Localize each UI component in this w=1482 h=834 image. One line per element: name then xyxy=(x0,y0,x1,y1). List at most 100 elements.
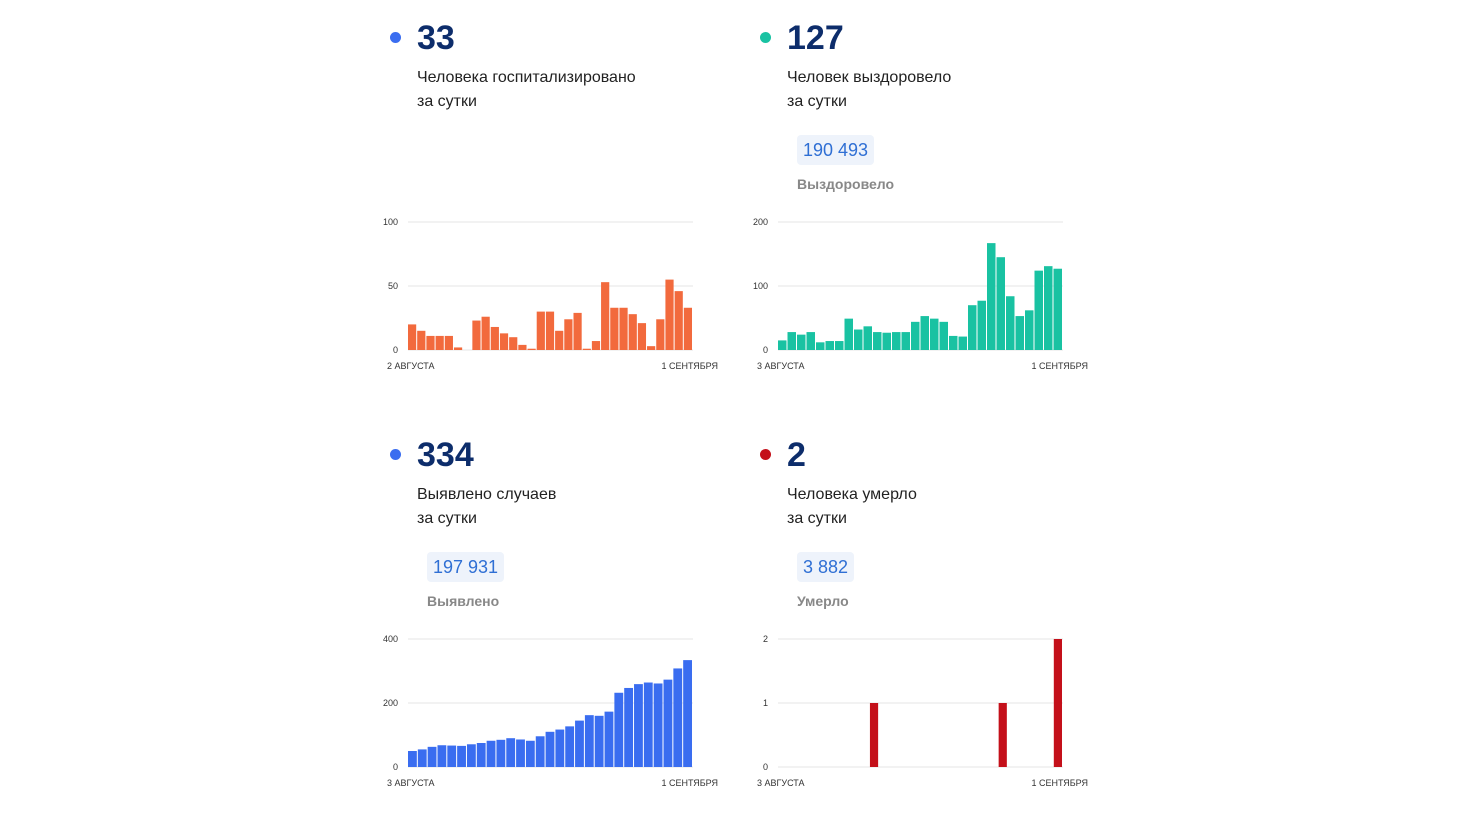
hospitalized-value: 33 xyxy=(417,19,455,57)
recovered-bar xyxy=(854,329,863,350)
deaths-bar xyxy=(1053,639,1062,767)
recovered-description: Человек выздоровело за сутки xyxy=(787,66,951,114)
hospitalized-bar xyxy=(601,282,610,350)
cases-bar xyxy=(486,740,496,767)
recovered-dot xyxy=(760,32,771,43)
cases-total-badge: 197 931 xyxy=(427,552,505,582)
hospitalized-bar xyxy=(518,344,527,350)
hospitalized-panel: 33 Человека госпитализировано за сутки 0… xyxy=(383,16,750,416)
hospitalized-desc-line2: за сутки xyxy=(417,93,477,110)
cases-bar xyxy=(604,711,614,767)
deaths-description: Человека умерло за сутки xyxy=(787,483,917,531)
cases-bar xyxy=(545,731,555,767)
cases-bar xyxy=(516,739,525,767)
hospitalized-bar xyxy=(426,335,435,350)
hospitalized-bar xyxy=(472,320,481,350)
hospitalized-bar xyxy=(665,279,674,350)
recovered-xlabel-end: 1 СЕНТЯБРЯ xyxy=(1031,361,1088,371)
hospitalized-bar xyxy=(481,316,490,350)
cases-panel: 334 Выявлено случаев за сутки 197 931 Вы… xyxy=(383,433,750,833)
recovered-ytick-label: 100 xyxy=(753,281,768,291)
cases-ytick-label: 200 xyxy=(383,698,398,708)
hospitalized-bar xyxy=(417,330,426,350)
recovered-bar xyxy=(1044,266,1053,350)
recovered-bar xyxy=(987,243,996,350)
hospitalized-bar xyxy=(453,347,463,350)
hospitalized-bar xyxy=(591,341,601,350)
cases-ytick-label: 0 xyxy=(393,762,398,772)
deaths-bar xyxy=(998,703,1007,767)
hospitalized-bar xyxy=(683,307,692,350)
cases-bar xyxy=(555,729,565,767)
hospitalized-bar xyxy=(647,346,656,350)
recovered-bar xyxy=(1053,268,1062,350)
hospitalized-xlabel-start: 2 АВГУСТА xyxy=(387,361,435,371)
cases-bar xyxy=(683,660,692,767)
hospitalized-bar xyxy=(536,311,545,350)
hospitalized-bar xyxy=(435,335,444,350)
hospitalized-bar xyxy=(610,307,619,350)
cases-bar xyxy=(673,668,683,767)
hospitalized-bar xyxy=(573,312,582,350)
recovered-bar xyxy=(968,305,977,350)
cases-bar xyxy=(506,738,516,767)
cases-bar xyxy=(525,740,535,767)
hospitalized-bar xyxy=(444,335,453,350)
hospitalized-ytick-label: 50 xyxy=(388,281,398,291)
cases-bar xyxy=(427,746,437,767)
recovered-bar xyxy=(806,332,815,350)
cases-bar xyxy=(466,744,476,767)
recovered-bar xyxy=(816,342,825,350)
hospitalized-bar xyxy=(656,319,665,350)
hospitalized-description: Человека госпитализировано за сутки xyxy=(417,66,636,114)
deaths-dot xyxy=(760,449,771,460)
cases-xlabel-start: 3 АВГУСТА xyxy=(387,778,435,788)
recovered-bar xyxy=(1025,310,1034,350)
hospitalized-bar xyxy=(564,319,573,350)
recovered-bar xyxy=(939,321,948,350)
hospitalized-chart: 0 50 100 2 АВГУСТА 1 СЕНТЯБРЯ xyxy=(383,217,718,371)
recovered-value: 127 xyxy=(787,19,844,57)
deaths-desc-line1: Человека умерло xyxy=(787,486,917,503)
cases-bar xyxy=(417,749,427,767)
recovered-bar xyxy=(778,340,787,350)
cases-bar xyxy=(565,726,575,767)
deaths-chart: 0 1 2 3 АВГУСТА 1 СЕНТЯБРЯ xyxy=(757,634,1088,788)
hospitalized-bar xyxy=(555,330,564,350)
deaths-bar xyxy=(869,703,879,767)
cases-bar xyxy=(457,745,466,767)
recovered-bar xyxy=(835,341,844,350)
cases-value: 334 xyxy=(417,436,474,474)
recovered-bar xyxy=(1034,270,1043,350)
hospitalized-bar xyxy=(408,324,417,350)
hospitalized-bar xyxy=(545,311,555,350)
deaths-ytick-label: 0 xyxy=(763,762,768,772)
recovered-bar xyxy=(930,318,939,350)
recovered-desc-line2: за сутки xyxy=(787,93,847,110)
recovered-bar xyxy=(911,321,920,350)
hospitalized-bar xyxy=(619,307,628,350)
hospitalized-bar xyxy=(499,333,509,350)
recovered-bar xyxy=(863,326,872,350)
cases-bar xyxy=(437,745,447,767)
recovered-ytick-label: 200 xyxy=(753,217,768,227)
deaths-panel: 2 Человека умерло за сутки 3 882 Умерло … xyxy=(757,433,1120,833)
cases-bar xyxy=(614,692,624,767)
cases-bar xyxy=(496,739,506,767)
cases-bar xyxy=(624,687,634,767)
deaths-xlabel-end: 1 СЕНТЯБРЯ xyxy=(1031,778,1088,788)
hospitalized-bar xyxy=(628,314,637,350)
recovered-bar xyxy=(787,332,796,350)
recovered-xlabel-start: 3 АВГУСТА xyxy=(757,361,805,371)
cases-bar xyxy=(584,715,594,767)
cases-dot xyxy=(390,449,401,460)
cases-bar xyxy=(535,736,545,767)
recovered-desc-line1: Человек выздоровело xyxy=(787,69,952,86)
cases-bar xyxy=(643,682,653,767)
recovered-bar xyxy=(1006,296,1015,350)
recovered-bar xyxy=(825,341,834,350)
deaths-total-label: Умерло xyxy=(797,593,849,609)
recovered-total-badge: 190 493 xyxy=(797,135,875,165)
hospitalized-ytick-label: 100 xyxy=(383,217,398,227)
hospitalized-bar xyxy=(637,323,647,350)
